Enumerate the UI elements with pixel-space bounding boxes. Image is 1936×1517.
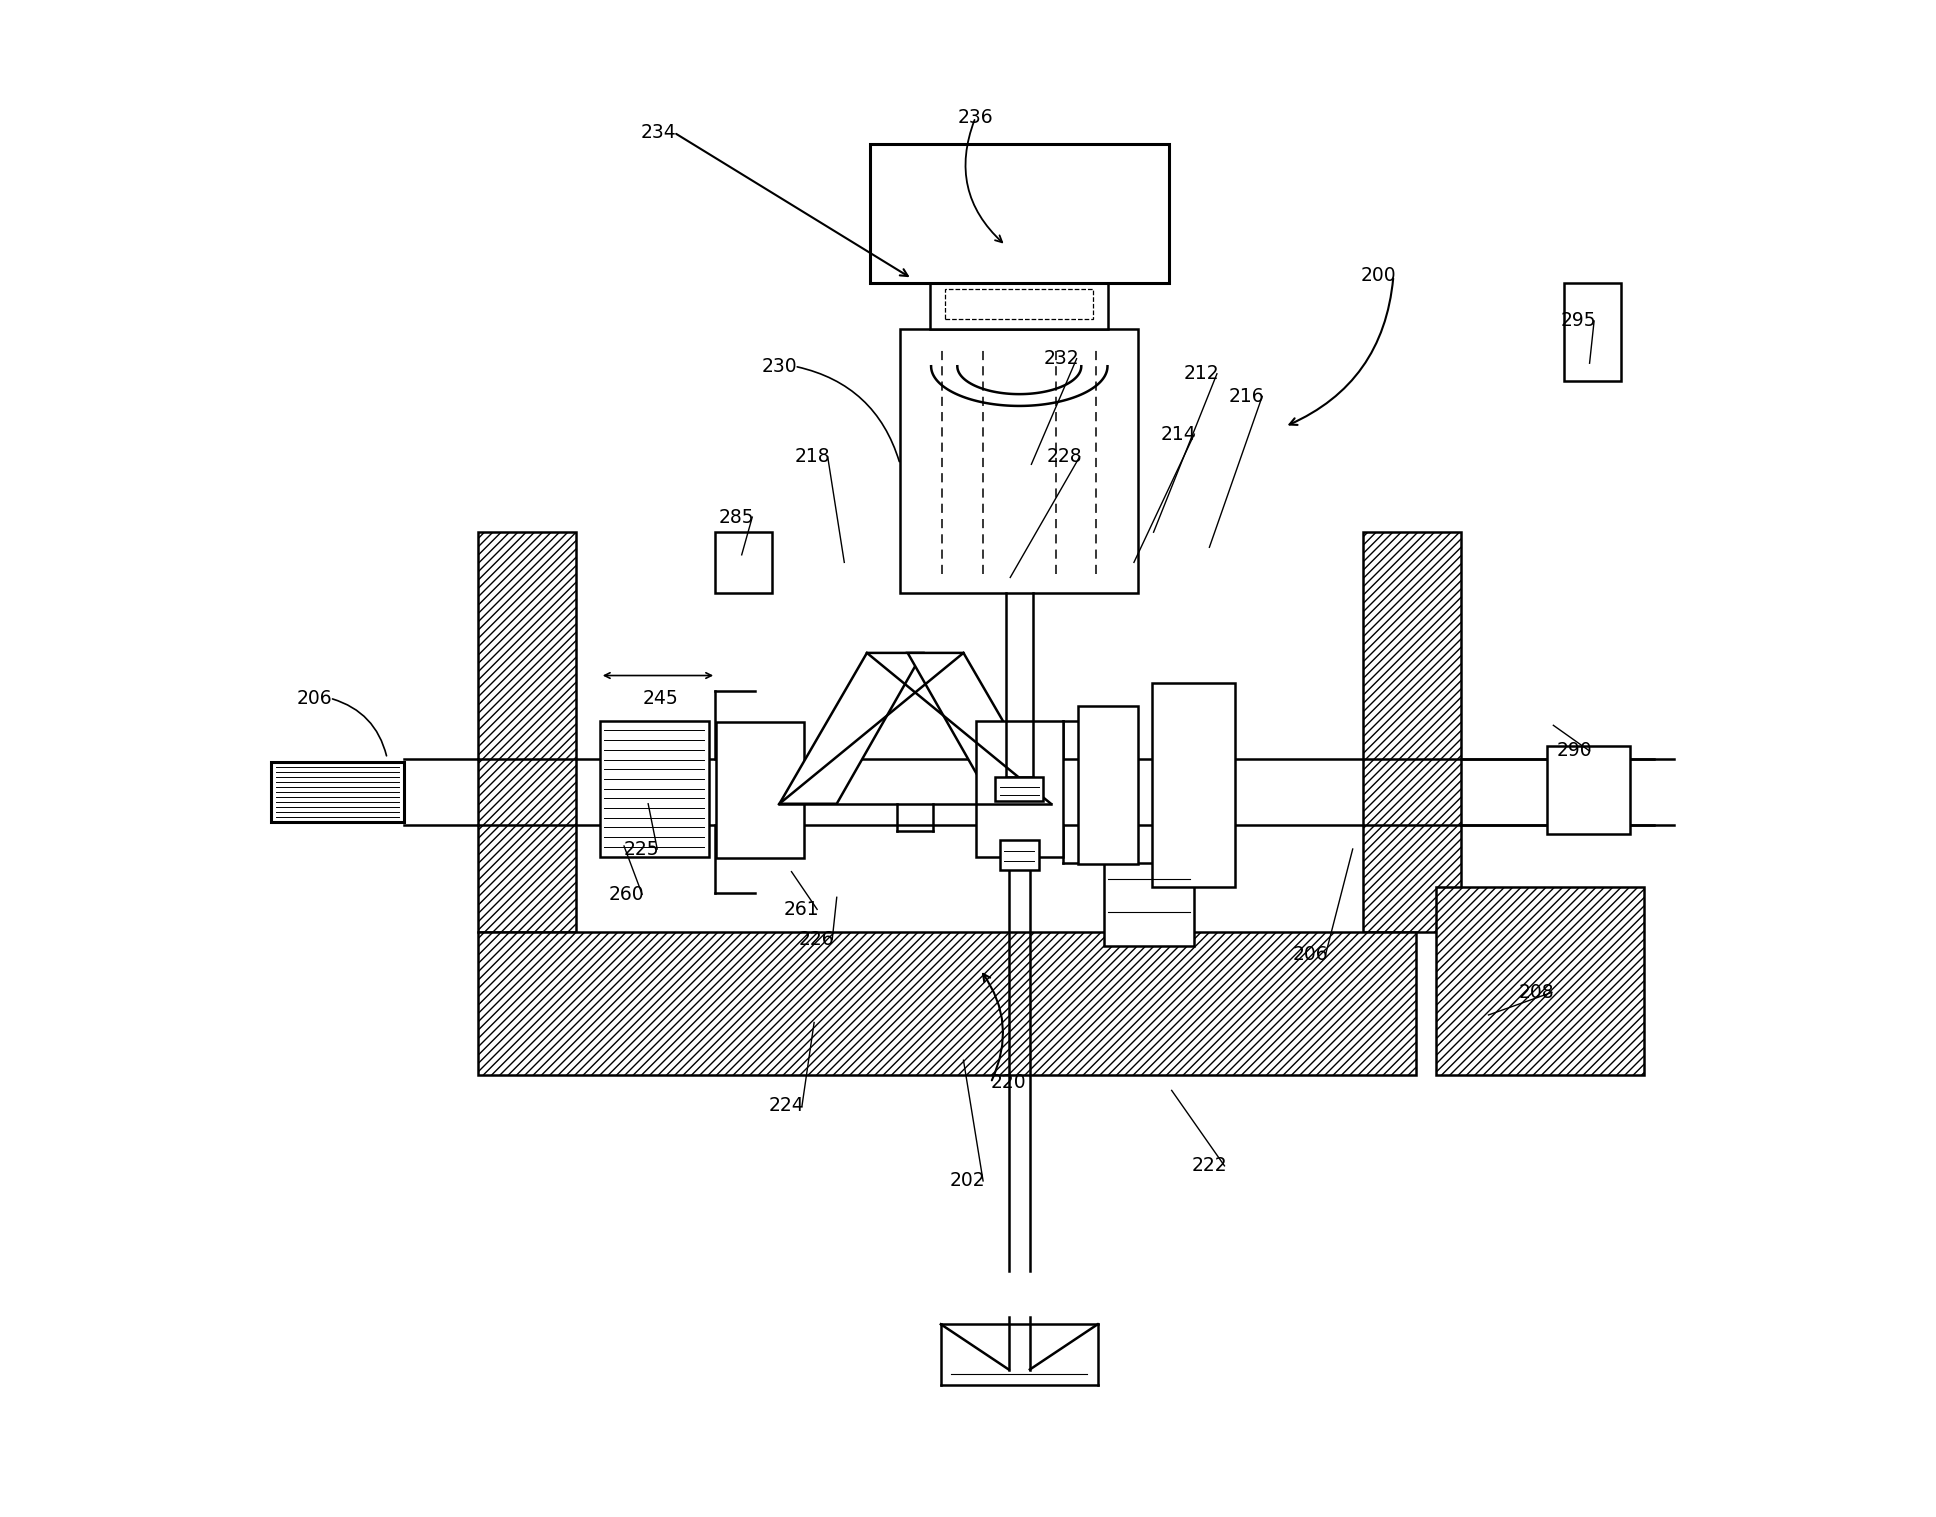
Text: 228: 228 (1047, 448, 1082, 466)
Bar (1152, 683, 1235, 887)
Bar (1363, 532, 1462, 931)
Text: 222: 222 (1191, 1156, 1227, 1176)
Text: 208: 208 (1518, 983, 1555, 1001)
Bar (1078, 705, 1138, 865)
Text: 260: 260 (610, 884, 645, 904)
Text: 232: 232 (1044, 349, 1078, 369)
Text: 234: 234 (641, 123, 676, 143)
Text: 290: 290 (1557, 742, 1591, 760)
Text: 214: 214 (1162, 425, 1196, 443)
Bar (931, 284, 1107, 329)
Bar (869, 144, 1169, 284)
Text: 206: 206 (1293, 945, 1328, 965)
Text: 261: 261 (784, 900, 819, 919)
Text: 220: 220 (991, 1074, 1026, 1092)
Bar (1104, 863, 1195, 945)
Bar (999, 840, 1040, 871)
Bar (716, 722, 803, 859)
Text: 200: 200 (1361, 265, 1396, 285)
Text: 285: 285 (718, 508, 755, 526)
Bar (714, 532, 772, 593)
Bar (900, 329, 1138, 593)
Bar (1564, 284, 1620, 381)
Text: 225: 225 (623, 839, 660, 859)
Polygon shape (908, 652, 1051, 804)
Text: 212: 212 (1183, 364, 1220, 384)
Text: 236: 236 (958, 108, 993, 127)
Text: 218: 218 (794, 448, 831, 466)
Bar (995, 777, 1044, 801)
Polygon shape (780, 652, 923, 804)
Bar (945, 290, 1094, 320)
Text: 245: 245 (643, 689, 678, 707)
Text: 206: 206 (296, 689, 333, 707)
Bar (271, 762, 405, 822)
Bar (478, 931, 1415, 1076)
Bar (976, 721, 1063, 857)
Text: 216: 216 (1229, 387, 1264, 407)
Text: 202: 202 (951, 1171, 985, 1191)
Text: 295: 295 (1560, 311, 1597, 331)
Bar (600, 721, 709, 857)
Text: 224: 224 (769, 1095, 805, 1115)
Bar (1547, 746, 1630, 834)
Text: 226: 226 (800, 930, 834, 950)
Bar (1437, 887, 1644, 1076)
Text: 230: 230 (761, 356, 798, 376)
Bar (478, 532, 575, 931)
